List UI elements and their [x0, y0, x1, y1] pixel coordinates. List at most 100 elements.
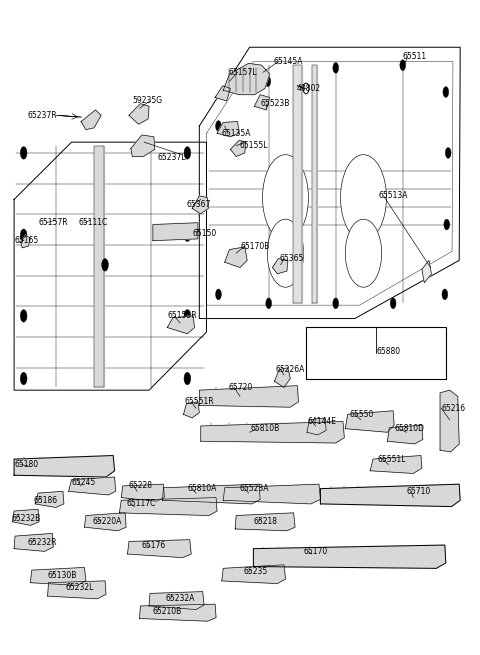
Polygon shape	[48, 581, 106, 599]
Polygon shape	[21, 235, 30, 248]
Text: 64144E: 64144E	[307, 417, 336, 426]
Text: 65155L: 65155L	[240, 141, 268, 150]
Text: 65176: 65176	[142, 540, 166, 550]
Polygon shape	[162, 484, 260, 504]
Text: 65180: 65180	[14, 460, 38, 469]
Circle shape	[102, 259, 108, 271]
Text: 65511: 65511	[403, 52, 427, 61]
Polygon shape	[199, 47, 460, 318]
Polygon shape	[128, 540, 191, 557]
Polygon shape	[14, 455, 115, 477]
Circle shape	[263, 155, 309, 240]
Text: 65235: 65235	[244, 567, 268, 576]
Text: 65810D: 65810D	[394, 424, 424, 433]
Polygon shape	[225, 247, 247, 267]
Text: 65245: 65245	[72, 478, 96, 487]
Polygon shape	[84, 513, 126, 531]
Polygon shape	[121, 484, 164, 501]
Polygon shape	[153, 223, 198, 240]
Polygon shape	[440, 390, 459, 452]
Polygon shape	[94, 146, 104, 388]
Polygon shape	[223, 484, 321, 504]
Polygon shape	[422, 260, 432, 283]
Circle shape	[445, 147, 451, 159]
Text: 65710: 65710	[407, 487, 431, 496]
Text: 65228: 65228	[129, 481, 153, 491]
Polygon shape	[183, 402, 199, 418]
Text: 65810B: 65810B	[251, 424, 280, 433]
Text: 65155R: 65155R	[167, 311, 197, 320]
Bar	[306, 327, 446, 379]
Polygon shape	[192, 196, 208, 214]
Polygon shape	[199, 386, 299, 407]
Circle shape	[340, 155, 386, 240]
Text: 65216: 65216	[441, 403, 465, 413]
Text: 65218: 65218	[253, 517, 277, 527]
Circle shape	[184, 310, 191, 322]
Polygon shape	[293, 65, 302, 303]
Polygon shape	[129, 103, 149, 124]
Polygon shape	[254, 95, 270, 110]
Text: 65170B: 65170B	[241, 242, 270, 250]
Text: 65523B: 65523B	[260, 99, 289, 108]
Text: 65135A: 65135A	[222, 128, 252, 138]
Text: 65551L: 65551L	[378, 455, 407, 464]
Text: 65186: 65186	[33, 496, 58, 505]
Polygon shape	[321, 484, 460, 506]
Circle shape	[442, 289, 448, 300]
Polygon shape	[223, 64, 270, 95]
Text: 65130B: 65130B	[48, 571, 77, 580]
Polygon shape	[217, 122, 239, 137]
Circle shape	[444, 219, 450, 230]
Text: 65210B: 65210B	[153, 607, 182, 616]
Circle shape	[216, 121, 221, 132]
Polygon shape	[312, 65, 317, 303]
Text: 65237L: 65237L	[157, 153, 186, 162]
Circle shape	[303, 83, 309, 94]
Polygon shape	[222, 565, 286, 584]
Polygon shape	[275, 368, 290, 388]
Text: 65232R: 65232R	[27, 538, 57, 547]
Circle shape	[266, 298, 272, 309]
Polygon shape	[14, 142, 206, 390]
Text: 65550: 65550	[349, 410, 373, 419]
Polygon shape	[167, 316, 194, 334]
Text: 65232A: 65232A	[166, 594, 195, 603]
Polygon shape	[235, 513, 295, 531]
Polygon shape	[253, 545, 446, 569]
Text: 65365: 65365	[279, 254, 304, 263]
Polygon shape	[206, 62, 453, 305]
Polygon shape	[30, 567, 86, 586]
Text: 65220A: 65220A	[93, 517, 122, 527]
Text: 65810A: 65810A	[187, 484, 217, 493]
Circle shape	[20, 229, 27, 242]
Text: 65150: 65150	[192, 229, 216, 238]
Circle shape	[345, 219, 382, 287]
Text: 65157L: 65157L	[228, 68, 256, 77]
Polygon shape	[120, 498, 217, 515]
Text: 65880: 65880	[376, 347, 400, 356]
Text: 65720: 65720	[228, 383, 252, 392]
Circle shape	[265, 76, 271, 86]
Circle shape	[333, 298, 338, 309]
Text: 65226A: 65226A	[276, 365, 305, 374]
Polygon shape	[345, 411, 394, 432]
Text: 65232L: 65232L	[65, 583, 94, 591]
Polygon shape	[307, 418, 326, 435]
Text: 65111C: 65111C	[78, 218, 108, 227]
Circle shape	[184, 229, 191, 242]
Text: 65165: 65165	[14, 236, 38, 245]
Text: 65237R: 65237R	[27, 111, 57, 120]
Circle shape	[184, 372, 191, 384]
Circle shape	[333, 62, 338, 73]
Text: 65513A: 65513A	[379, 191, 408, 200]
Polygon shape	[14, 533, 53, 552]
Polygon shape	[201, 422, 344, 443]
Polygon shape	[273, 259, 288, 274]
Polygon shape	[387, 425, 423, 444]
Polygon shape	[370, 455, 422, 474]
Polygon shape	[149, 591, 204, 610]
Polygon shape	[12, 509, 39, 525]
Polygon shape	[140, 604, 216, 621]
Circle shape	[390, 298, 396, 309]
